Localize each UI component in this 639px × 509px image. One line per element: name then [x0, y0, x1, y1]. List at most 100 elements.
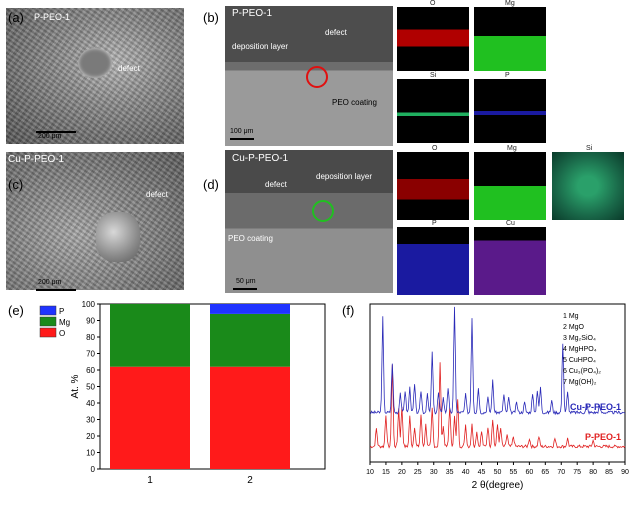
bar-1-Mg	[110, 304, 190, 367]
panel-label-c: (c)	[8, 177, 24, 192]
phase-legend-4: 4 MgHPO₄	[563, 346, 597, 353]
map-d-P-label: P	[432, 220, 437, 227]
y-tick-label-2: 20	[86, 432, 95, 441]
x-tick-label-0: 1	[147, 475, 153, 486]
phase-legend-6: 6 Cu₃(PO₄)₂	[563, 368, 601, 375]
series-label-Cu-P-PEO-1: Cu-P-PEO-1	[570, 402, 621, 412]
x-tick-label-11: 65	[541, 469, 549, 476]
legend-label-O: O	[59, 329, 65, 338]
map-d-O	[397, 152, 469, 220]
x-tick-label-16: 90	[621, 469, 629, 476]
map-b-Si	[397, 79, 469, 143]
scalebar-c	[36, 289, 76, 291]
deposition-label-b: deposition layer	[232, 42, 289, 51]
legend-swatch-O	[39, 327, 57, 338]
map-d-Si-label: Si	[586, 145, 593, 152]
x-tick-label-5: 35	[446, 469, 454, 476]
legend-swatch-Mg	[39, 316, 57, 327]
y-tick-label-8: 80	[86, 333, 95, 342]
phase-legend-1: 1 Mg	[563, 313, 579, 320]
peo-label-b: PEO coating	[332, 98, 377, 107]
panel-label-f: (f)	[342, 303, 355, 318]
scalebar-a	[36, 131, 76, 133]
defect-label-d: defect	[265, 180, 287, 189]
phase-legend-7: 7 Mg(OH)₂	[563, 379, 597, 386]
deposition-label-d: deposition layer	[316, 172, 373, 181]
map-b-Mg	[474, 7, 546, 71]
defect-label-c: defect	[146, 190, 168, 199]
series-line-P-PEO-1	[369, 362, 626, 450]
bar-1-O	[110, 366, 190, 469]
sem-image-d	[225, 150, 393, 293]
map-b-P	[474, 79, 546, 143]
y-tick-label-7: 70	[86, 350, 95, 359]
y-tick-label-3: 30	[86, 416, 95, 425]
map-b-P-label: P	[505, 72, 510, 79]
panel-label-a: (a)	[8, 10, 24, 25]
map-b-Mg-label: Mg	[505, 0, 515, 7]
map-d-Cu	[474, 227, 546, 295]
x-tick-label-12: 70	[557, 469, 565, 476]
phase-legend-5: 5 CuHPO₄	[563, 357, 596, 364]
chart-e: 0 10 20 30 40 50 60 70 80 90 100 At. % 1 2 P Mg O	[39, 300, 326, 486]
x-tick-label-0: 10	[366, 469, 374, 476]
y-tick-label-9: 90	[86, 317, 95, 326]
panel-title-c: Cu-P-PEO-1	[8, 154, 65, 165]
x-tick-label-2: 20	[398, 469, 406, 476]
x-tick-label-10: 60	[525, 469, 533, 476]
panel-label-e: (e)	[8, 303, 24, 318]
map-b-O-label: O	[430, 0, 436, 7]
legend-label-P: P	[59, 307, 64, 316]
scale-label-a: 200 μm	[38, 133, 62, 140]
panel-label-d: (d)	[203, 177, 219, 192]
x-tick-label-7: 45	[478, 469, 486, 476]
panel-label-b: (b)	[203, 10, 219, 25]
y-axis-label: At. %	[70, 374, 81, 398]
x-tick-label-13: 75	[573, 469, 581, 476]
map-d-Cu-label: Cu	[506, 220, 515, 227]
y-tick-label-4: 40	[86, 399, 95, 408]
series-label-P-PEO-1: P-PEO-1	[585, 432, 621, 442]
x-tick-label-1: 15	[382, 469, 390, 476]
x-tick-label-4: 30	[430, 469, 438, 476]
x-tick-label-1: 2	[247, 475, 253, 486]
bar-2-O	[210, 366, 290, 469]
scalebar-b	[230, 138, 254, 140]
defect-cluster-c	[96, 212, 140, 262]
legend-label-Mg: Mg	[59, 318, 70, 327]
scale-label-c: 200 μm	[38, 279, 62, 286]
panel-title-a: P-PEO-1	[34, 12, 71, 22]
scalebar-d	[233, 288, 257, 290]
map-b-Si-label: Si	[430, 72, 437, 79]
x-tick-label-8: 50	[494, 469, 502, 476]
bar-2-P	[210, 304, 290, 314]
x-axis-label: 2 θ(degree)	[472, 480, 524, 491]
panel-title-d: Cu-P-PEO-1	[232, 153, 289, 164]
panel-title-b: P-PEO-1	[232, 8, 273, 19]
map-d-O-label: O	[432, 145, 438, 152]
series-line-Cu-P-PEO-1	[369, 306, 626, 416]
defect-label-b: defect	[325, 28, 347, 37]
scale-label-b: 100 μm	[230, 128, 254, 135]
x-tick-label-14: 80	[589, 469, 597, 476]
y-tick-label-6: 60	[86, 366, 95, 375]
map-b-O	[397, 7, 469, 71]
x-tick-label-3: 25	[414, 469, 422, 476]
sem-image-c	[6, 152, 184, 290]
x-tick-label-6: 40	[462, 469, 470, 476]
scale-label-d: 50 μm	[236, 278, 256, 285]
y-tick-label-5: 50	[86, 383, 95, 392]
map-d-Mg	[474, 152, 546, 220]
x-tick-label-15: 85	[605, 469, 613, 476]
defect-circle-d	[312, 200, 334, 222]
x-tick-label-9: 55	[510, 469, 518, 476]
map-d-Si	[552, 152, 624, 220]
map-d-P	[397, 227, 469, 295]
y-tick-label-10: 100	[82, 300, 96, 309]
bar-2-Mg	[210, 313, 290, 367]
defect-circle-b	[306, 66, 328, 88]
peo-label-d: PEO coating	[228, 234, 273, 243]
legend-swatch-P	[39, 305, 57, 316]
map-d-Mg-label: Mg	[507, 145, 517, 152]
chart-f: 10 15 20 25 30 35 40 45 50 55 60 65 70 75 80 85 90 2 θ(de…	[366, 303, 629, 491]
